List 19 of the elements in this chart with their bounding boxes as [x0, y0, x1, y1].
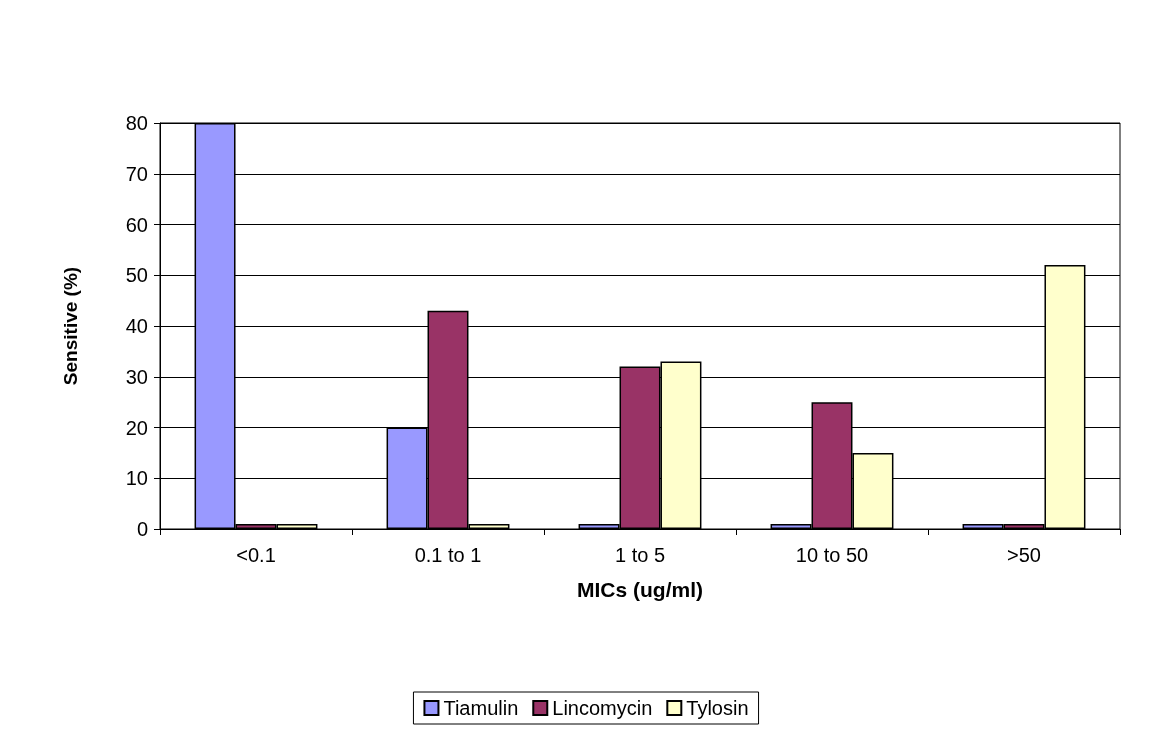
x-tick-label: >50	[1007, 544, 1041, 566]
y-tick-label: 80	[125, 112, 148, 134]
x-tick-label: <0.1	[236, 544, 276, 566]
y-tick-label: 60	[125, 213, 148, 236]
y-tick-label: 30	[125, 365, 148, 388]
y-tick-label: 20	[125, 416, 148, 439]
y-tick-label: 50	[125, 264, 148, 287]
x-tick-label: 1 to 5	[614, 544, 666, 566]
y-tick-label: 0	[136, 518, 148, 540]
legend-label: Lincomycin	[552, 697, 653, 719]
y-tick-label: 40	[125, 315, 148, 337]
y-tick-label: 10	[125, 467, 148, 490]
legend-label: Tylosin	[686, 697, 749, 719]
y-axis-title: Sensitive (%)	[60, 266, 81, 386]
x-tick-label: 0.1 to 1	[414, 544, 482, 566]
x-tick-label: 10 to 50	[795, 544, 869, 566]
y-tick-label: 70	[125, 162, 148, 185]
legend-label: Tiamulin	[443, 697, 519, 719]
x-axis-title: MICs (ug/ml)	[577, 578, 703, 601]
